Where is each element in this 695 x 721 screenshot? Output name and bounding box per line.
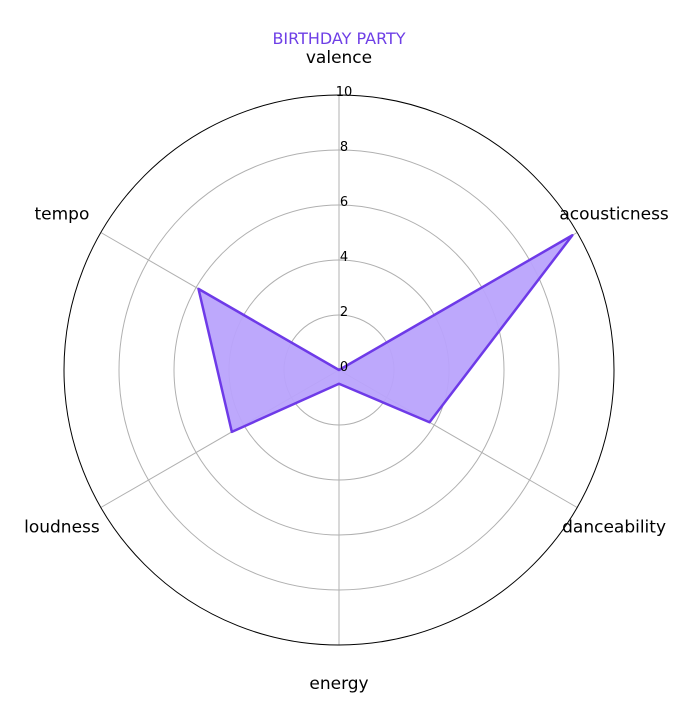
r-tick-label: 0 — [340, 360, 348, 375]
data-layer — [198, 235, 572, 432]
r-tick-label: 10 — [336, 85, 353, 100]
chart-title: BIRTHDAY PARTY — [272, 29, 405, 48]
r-tick-label: 2 — [340, 305, 348, 320]
axis-label: loudness — [24, 518, 100, 538]
r-tick-label: 8 — [340, 140, 348, 155]
r-tick-label: 4 — [340, 250, 348, 265]
axis-label: valence — [306, 48, 372, 68]
axis-label: acousticness — [559, 205, 669, 225]
axis-label: energy — [309, 674, 368, 694]
r-tick-label: 6 — [340, 195, 348, 210]
axis-label: danceability — [562, 518, 666, 538]
label-layer: 0 2 4 6 8 10 valence acousticness danceability en… — [24, 48, 669, 694]
axis-label: tempo — [34, 205, 89, 225]
